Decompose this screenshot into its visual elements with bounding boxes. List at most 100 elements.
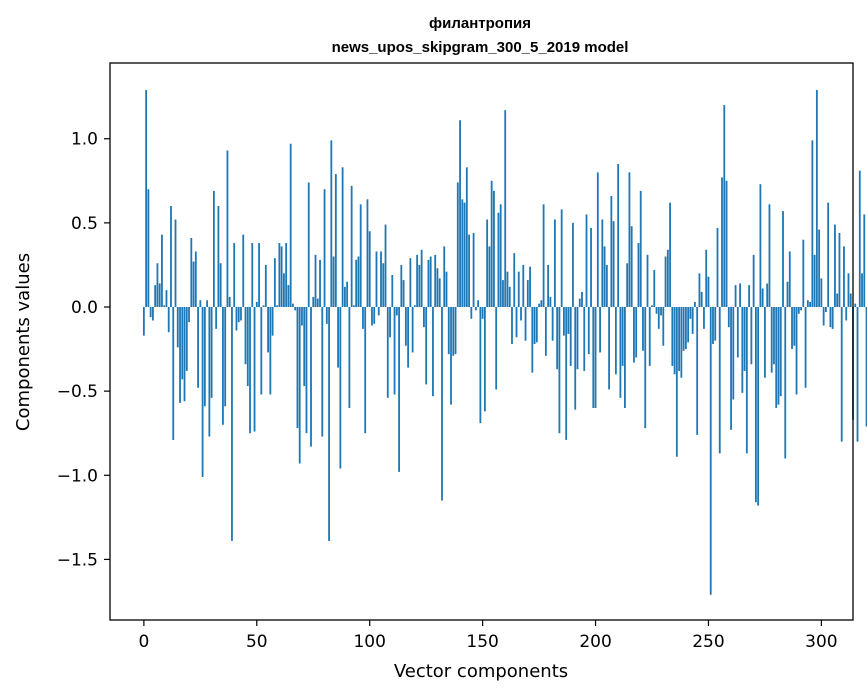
bar-237 xyxy=(678,307,681,371)
bar-316 xyxy=(856,307,859,442)
bar-285 xyxy=(786,281,789,307)
bar-45 xyxy=(244,307,247,365)
y-tick-label: 1.0 xyxy=(71,130,98,150)
bar-20 xyxy=(188,307,190,323)
bar-192 xyxy=(576,307,579,370)
bar-238 xyxy=(680,307,683,378)
bar-207 xyxy=(610,195,613,307)
bar-275 xyxy=(764,307,766,378)
plot-frame xyxy=(109,62,854,621)
bar-286 xyxy=(788,251,791,307)
bar-304 xyxy=(829,307,832,328)
bar-301 xyxy=(822,307,825,326)
bar-268 xyxy=(748,285,751,308)
bar-280 xyxy=(775,307,778,408)
bar-91 xyxy=(348,307,351,408)
bar-99 xyxy=(366,199,369,308)
bar-189 xyxy=(569,307,572,366)
bar-166 xyxy=(517,271,520,307)
bar-46 xyxy=(246,307,249,387)
bar-143 xyxy=(465,167,468,307)
bar-98 xyxy=(364,307,367,434)
bar-111 xyxy=(393,307,396,395)
bar-284 xyxy=(784,307,787,459)
bar-103 xyxy=(375,251,378,307)
bar-72 xyxy=(305,307,308,434)
bar-252 xyxy=(712,307,714,345)
bar-82 xyxy=(328,307,330,541)
bar-188 xyxy=(567,307,570,334)
bar-220 xyxy=(639,190,642,307)
bar-152 xyxy=(486,219,489,307)
bar-108 xyxy=(386,307,389,398)
bar-80 xyxy=(323,189,326,307)
bar-309 xyxy=(840,307,843,442)
bar-267 xyxy=(745,307,748,454)
bar-290 xyxy=(797,307,800,314)
bar-307 xyxy=(836,293,839,307)
bar-67 xyxy=(294,307,297,311)
bar-266 xyxy=(743,307,746,371)
bar-202 xyxy=(599,307,601,353)
bar-42 xyxy=(237,307,240,323)
bar-191 xyxy=(574,307,577,410)
bar-7 xyxy=(158,283,161,307)
bar-305 xyxy=(831,307,834,329)
bar-77 xyxy=(316,298,319,307)
bar-144 xyxy=(468,234,470,307)
bar-40 xyxy=(233,243,236,308)
bar-263 xyxy=(736,307,739,358)
bar-320 xyxy=(865,307,867,427)
bar-219 xyxy=(637,243,640,308)
bar-133 xyxy=(443,246,446,307)
bar-127 xyxy=(429,256,432,307)
bar-62 xyxy=(282,273,285,308)
bar-271 xyxy=(754,307,757,503)
bar-282 xyxy=(779,307,782,397)
bar-150 xyxy=(481,307,484,319)
bar-278 xyxy=(770,307,773,373)
bar-264 xyxy=(739,283,741,307)
bar-22 xyxy=(192,261,195,308)
bar-74 xyxy=(310,307,312,447)
bar-121 xyxy=(416,254,419,308)
y-tick-label: −1.5 xyxy=(57,550,98,570)
bar-269 xyxy=(750,307,753,365)
bar-115 xyxy=(402,280,405,307)
bar-218 xyxy=(635,307,638,358)
bar-242 xyxy=(689,307,692,319)
bar-104 xyxy=(377,307,380,316)
bar-249 xyxy=(705,249,708,307)
bar-173 xyxy=(533,307,536,345)
bar-253 xyxy=(714,307,717,341)
bar-102 xyxy=(373,307,376,324)
bar-118 xyxy=(409,258,412,307)
bar-94 xyxy=(355,259,358,308)
bar-300 xyxy=(820,278,823,308)
bar-156 xyxy=(495,307,498,390)
bar-160 xyxy=(504,110,507,308)
bar-287 xyxy=(791,307,793,350)
x-tick-label: 50 xyxy=(246,632,268,652)
bar-21 xyxy=(190,238,193,307)
bar-257 xyxy=(723,105,726,307)
bar-117 xyxy=(407,307,410,368)
bar-52 xyxy=(260,307,263,395)
bar-157 xyxy=(497,212,500,308)
bar-258 xyxy=(725,180,728,307)
bar-17 xyxy=(181,307,184,380)
bar-295 xyxy=(809,301,811,307)
bar-43 xyxy=(240,307,242,321)
bar-293 xyxy=(804,307,807,388)
bar-132 xyxy=(441,307,443,501)
bar-184 xyxy=(558,307,561,434)
bar-149 xyxy=(479,307,482,424)
bar-100 xyxy=(368,231,371,308)
bar-120 xyxy=(413,305,416,307)
bar-125 xyxy=(425,307,428,385)
bar-36 xyxy=(224,307,227,407)
bar-276 xyxy=(766,283,769,307)
bar-251 xyxy=(709,307,712,595)
bar-24 xyxy=(197,307,199,388)
bar-0 xyxy=(142,307,145,336)
